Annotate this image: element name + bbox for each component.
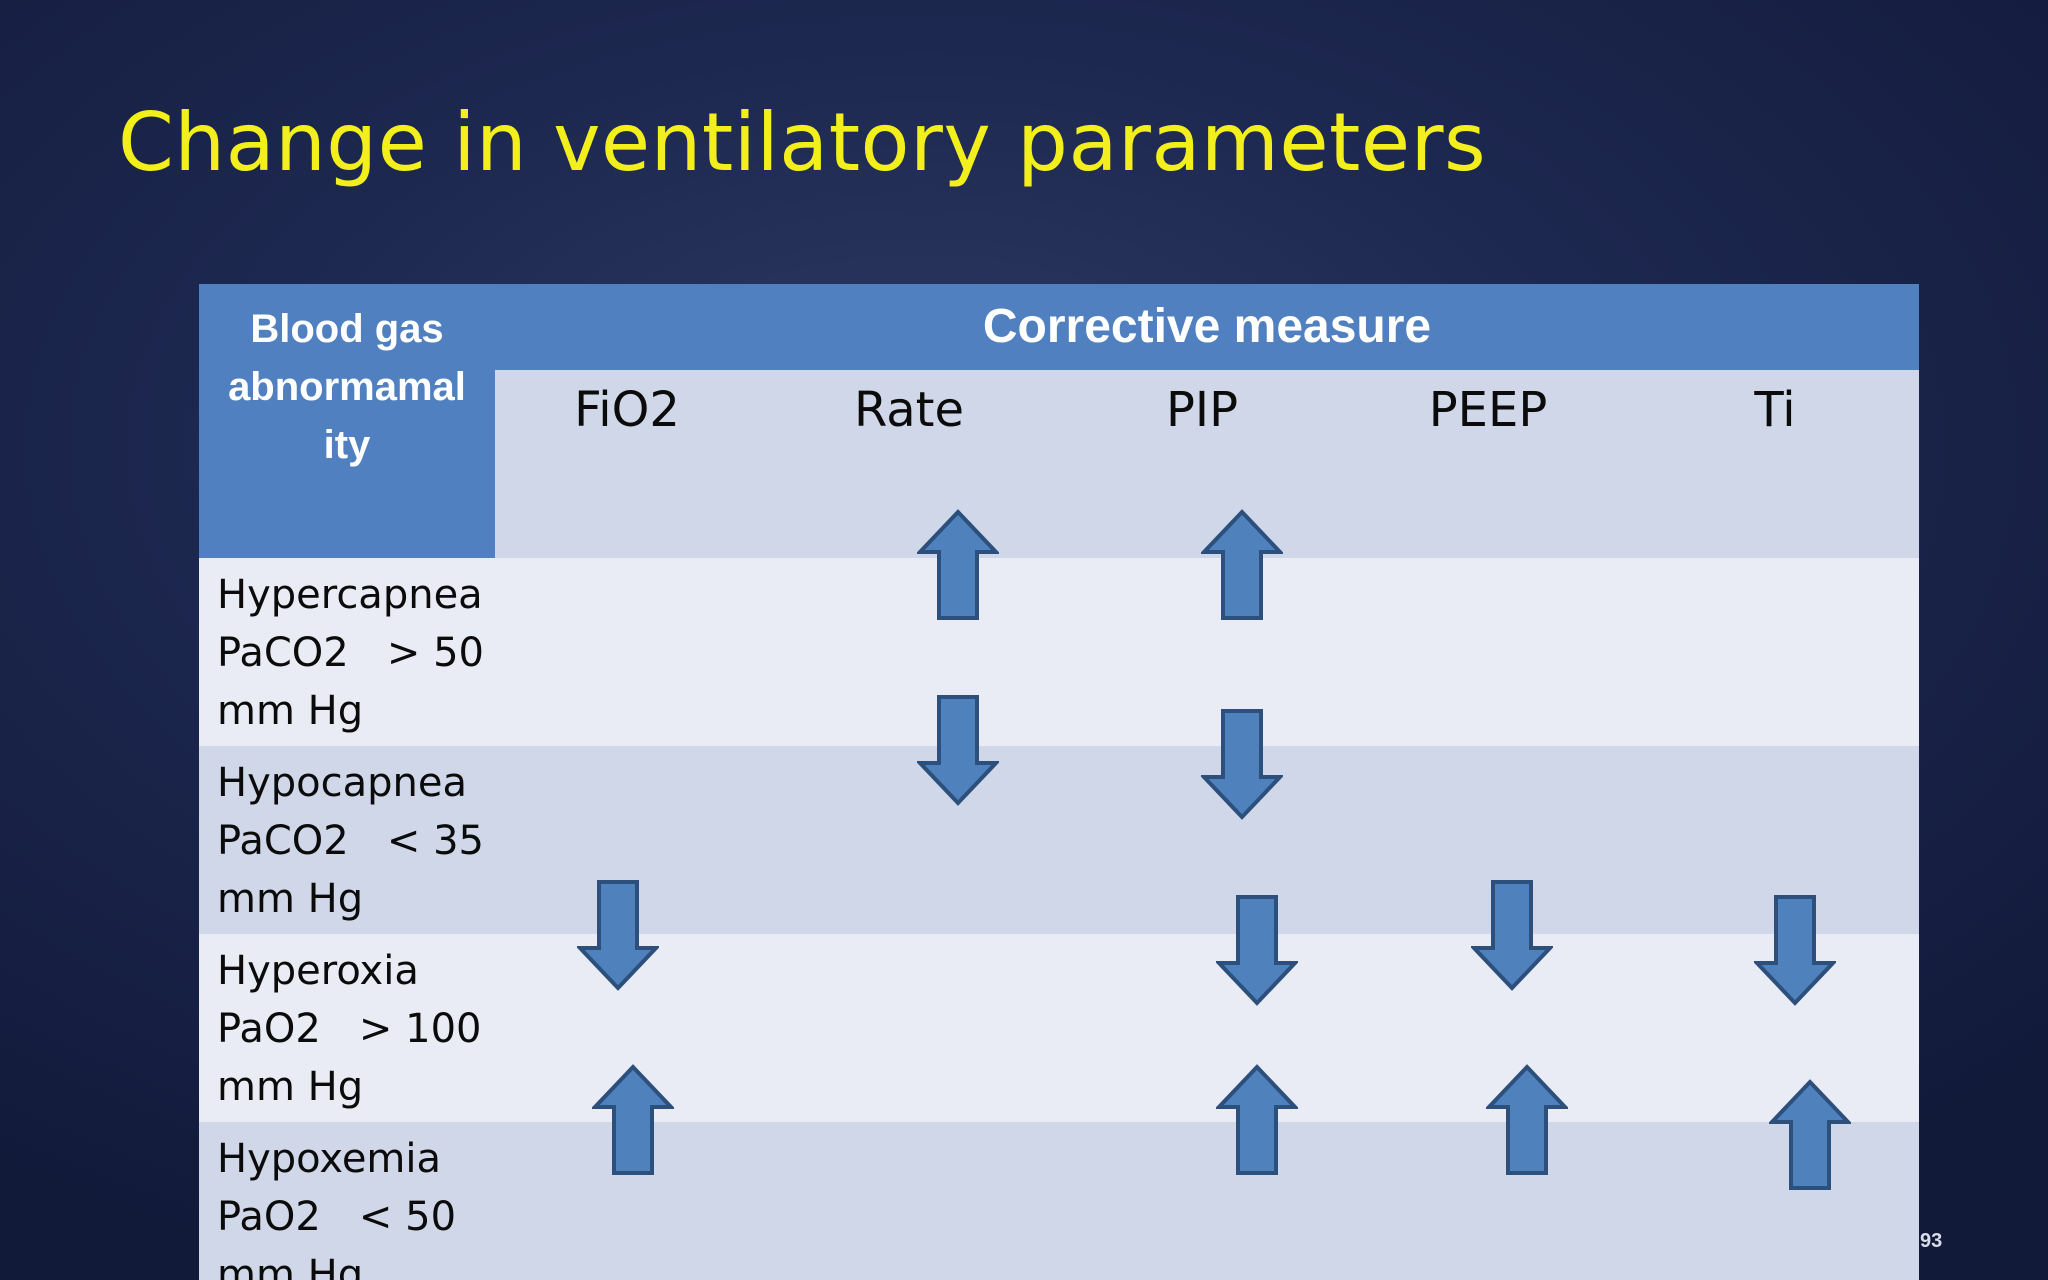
up-arrow-icon bbox=[1201, 509, 1283, 621]
column-header-ti: Ti bbox=[1754, 382, 1796, 438]
down-arrow-icon bbox=[1754, 894, 1836, 1006]
ventilatory-parameters-table: Blood gas abnormamal ity Corrective meas… bbox=[199, 284, 1919, 1280]
down-arrow-icon bbox=[1201, 708, 1283, 820]
row-label-hyperoxia: Hyperoxia PaO2 > 100 mm Hg bbox=[217, 948, 482, 1110]
up-arrow-icon bbox=[1216, 1064, 1298, 1176]
down-arrow-icon bbox=[1471, 879, 1553, 991]
down-arrow-icon bbox=[577, 879, 659, 991]
table-row-hypocapnea: Hypocapnea PaCO2 < 35 mm Hg bbox=[199, 746, 1919, 934]
down-arrow-icon bbox=[917, 694, 999, 806]
table-row-hypoxemia: Hypoxemia PaO2 < 50 mm Hg bbox=[199, 1122, 1919, 1280]
column-header-pip: PIP bbox=[1165, 382, 1239, 438]
header-blood-gas-abnormality: Blood gas abnormamal ity bbox=[199, 284, 495, 558]
down-arrow-icon bbox=[1216, 894, 1298, 1006]
up-arrow-icon bbox=[1769, 1079, 1851, 1191]
page-number: 93 bbox=[1920, 1230, 1943, 1252]
up-arrow-icon bbox=[917, 509, 999, 621]
column-header-peep: PEEP bbox=[1428, 382, 1548, 438]
column-header-rate: Rate bbox=[853, 382, 965, 438]
row-label-hypocapnea: Hypocapnea PaCO2 < 35 mm Hg bbox=[217, 760, 484, 922]
row-label-hypercapnea: Hypercapnea PaCO2 > 50 mm Hg bbox=[217, 572, 484, 734]
table-row-hypercapnea: Hypercapnea PaCO2 > 50 mm Hg bbox=[199, 558, 1919, 746]
table-row-hyperoxia: Hyperoxia PaO2 > 100 mm Hg bbox=[199, 934, 1919, 1122]
header-blood-gas-label: Blood gas abnormamal ity bbox=[228, 307, 466, 467]
row-label-hypoxemia: Hypoxemia PaO2 < 50 mm Hg bbox=[217, 1136, 457, 1280]
header-parameter-row bbox=[495, 370, 1919, 558]
slide-title: Change in ventilatory parameters bbox=[118, 96, 1487, 189]
up-arrow-icon bbox=[592, 1064, 674, 1176]
up-arrow-icon bbox=[1486, 1064, 1568, 1176]
column-header-fio2: FiO2 bbox=[574, 382, 680, 438]
header-corrective-measure: Corrective measure bbox=[495, 284, 1919, 370]
